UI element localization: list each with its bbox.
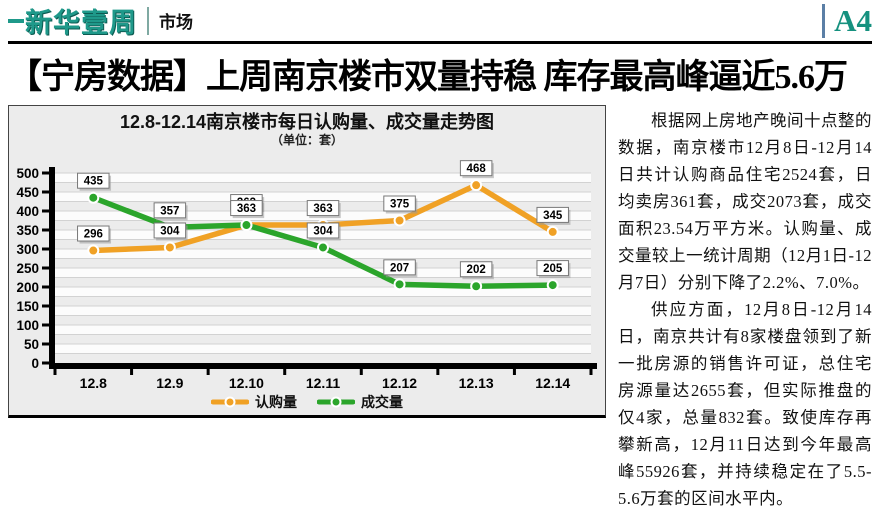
- svg-text:12.8: 12.8: [80, 375, 107, 391]
- chart-title: 12.8-12.14南京楼市每日认购量、成交量走势图: [119, 112, 495, 132]
- svg-text:500: 500: [16, 166, 39, 181]
- svg-text:12.11: 12.11: [306, 375, 340, 391]
- svg-text:350: 350: [16, 223, 39, 238]
- svg-text:300: 300: [16, 242, 39, 257]
- svg-text:207: 207: [390, 262, 409, 274]
- logo-dash-decoration: [8, 18, 24, 23]
- masthead-left: 新华壹周 市场: [8, 1, 193, 40]
- svg-text:100: 100: [16, 318, 39, 333]
- legend-label: 成交量: [361, 394, 403, 410]
- svg-text:363: 363: [313, 203, 332, 215]
- svg-text:150: 150: [16, 299, 39, 314]
- svg-text:12.10: 12.10: [229, 375, 264, 391]
- line-chart: 0 50 100 150 200 250 300 350 400 450 500 12.8 12.9 12…: [9, 147, 605, 395]
- chart-subtitle: （单位：套）: [270, 133, 343, 147]
- article-paragraph: 根据网上房地产晚间十点整的数据，南京楼市12月8日-12月14日共计认购商品住宅…: [618, 111, 872, 292]
- svg-text:205: 205: [543, 263, 563, 275]
- chart-column: 12.8-12.14南京楼市每日认购量、成交量走势图 （单位：套） 0 50 100…: [8, 105, 606, 418]
- logo-text: 新华壹周: [25, 8, 137, 38]
- svg-text:468: 468: [467, 163, 487, 175]
- legend-item: 认购量: [211, 392, 297, 412]
- masthead: 新华壹周 市场 A4: [8, 0, 872, 44]
- svg-text:450: 450: [16, 185, 39, 200]
- svg-text:363: 363: [237, 203, 256, 215]
- chart-figure: 12.8-12.14南京楼市每日认购量、成交量走势图 （单位：套） 0 50 100…: [8, 105, 606, 418]
- svg-text:357: 357: [160, 205, 179, 217]
- svg-text:400: 400: [16, 204, 39, 219]
- svg-text:250: 250: [16, 261, 39, 276]
- content-row: 12.8-12.14南京楼市每日认购量、成交量走势图 （单位：套） 0 50 100…: [8, 105, 872, 512]
- legend-line-dot-swatch: [317, 396, 355, 408]
- svg-text:304: 304: [160, 225, 180, 237]
- page-number-divider: [822, 3, 826, 38]
- svg-text:12.13: 12.13: [459, 375, 494, 391]
- newspaper-page: 新华壹周 市场 A4 【宁房数据】上周南京楼市双量持稳 库存最高峰逼近5.6万 …: [8, 0, 872, 508]
- svg-text:435: 435: [84, 176, 104, 188]
- svg-text:50: 50: [24, 337, 39, 352]
- legend-label: 认购量: [255, 394, 297, 410]
- svg-text:12.9: 12.9: [156, 375, 183, 391]
- legend-line-dot-swatch: [211, 396, 249, 408]
- svg-text:12.12: 12.12: [382, 375, 417, 391]
- page-number: A4: [834, 2, 872, 38]
- headline: 【宁房数据】上周南京楼市双量持稳 库存最高峰逼近5.6万: [8, 59, 848, 96]
- article-paragraph: 供应方面，12月8日-12月14日，南京共计有8家楼盘领到了新一批房源的销售许可…: [618, 300, 872, 508]
- svg-text:304: 304: [313, 225, 333, 237]
- svg-text:200: 200: [16, 280, 39, 295]
- newspaper-logo: 新华壹周: [8, 1, 137, 40]
- legend-item: 成交量: [317, 392, 403, 412]
- svg-text:345: 345: [543, 210, 563, 222]
- section-label: 市场: [159, 13, 193, 32]
- svg-text:0: 0: [31, 356, 39, 371]
- svg-text:202: 202: [467, 264, 486, 276]
- chart-legend: 认购量 成交量: [9, 393, 605, 411]
- svg-text:375: 375: [390, 199, 410, 211]
- svg-text:296: 296: [84, 229, 103, 241]
- svg-text:12.14: 12.14: [535, 375, 570, 391]
- masthead-right: A4: [822, 3, 872, 39]
- masthead-divider: [147, 6, 149, 35]
- article-text: 根据网上房地产晚间十点整的数据，南京楼市12月8日-12月14日共计认购商品住宅…: [618, 105, 872, 512]
